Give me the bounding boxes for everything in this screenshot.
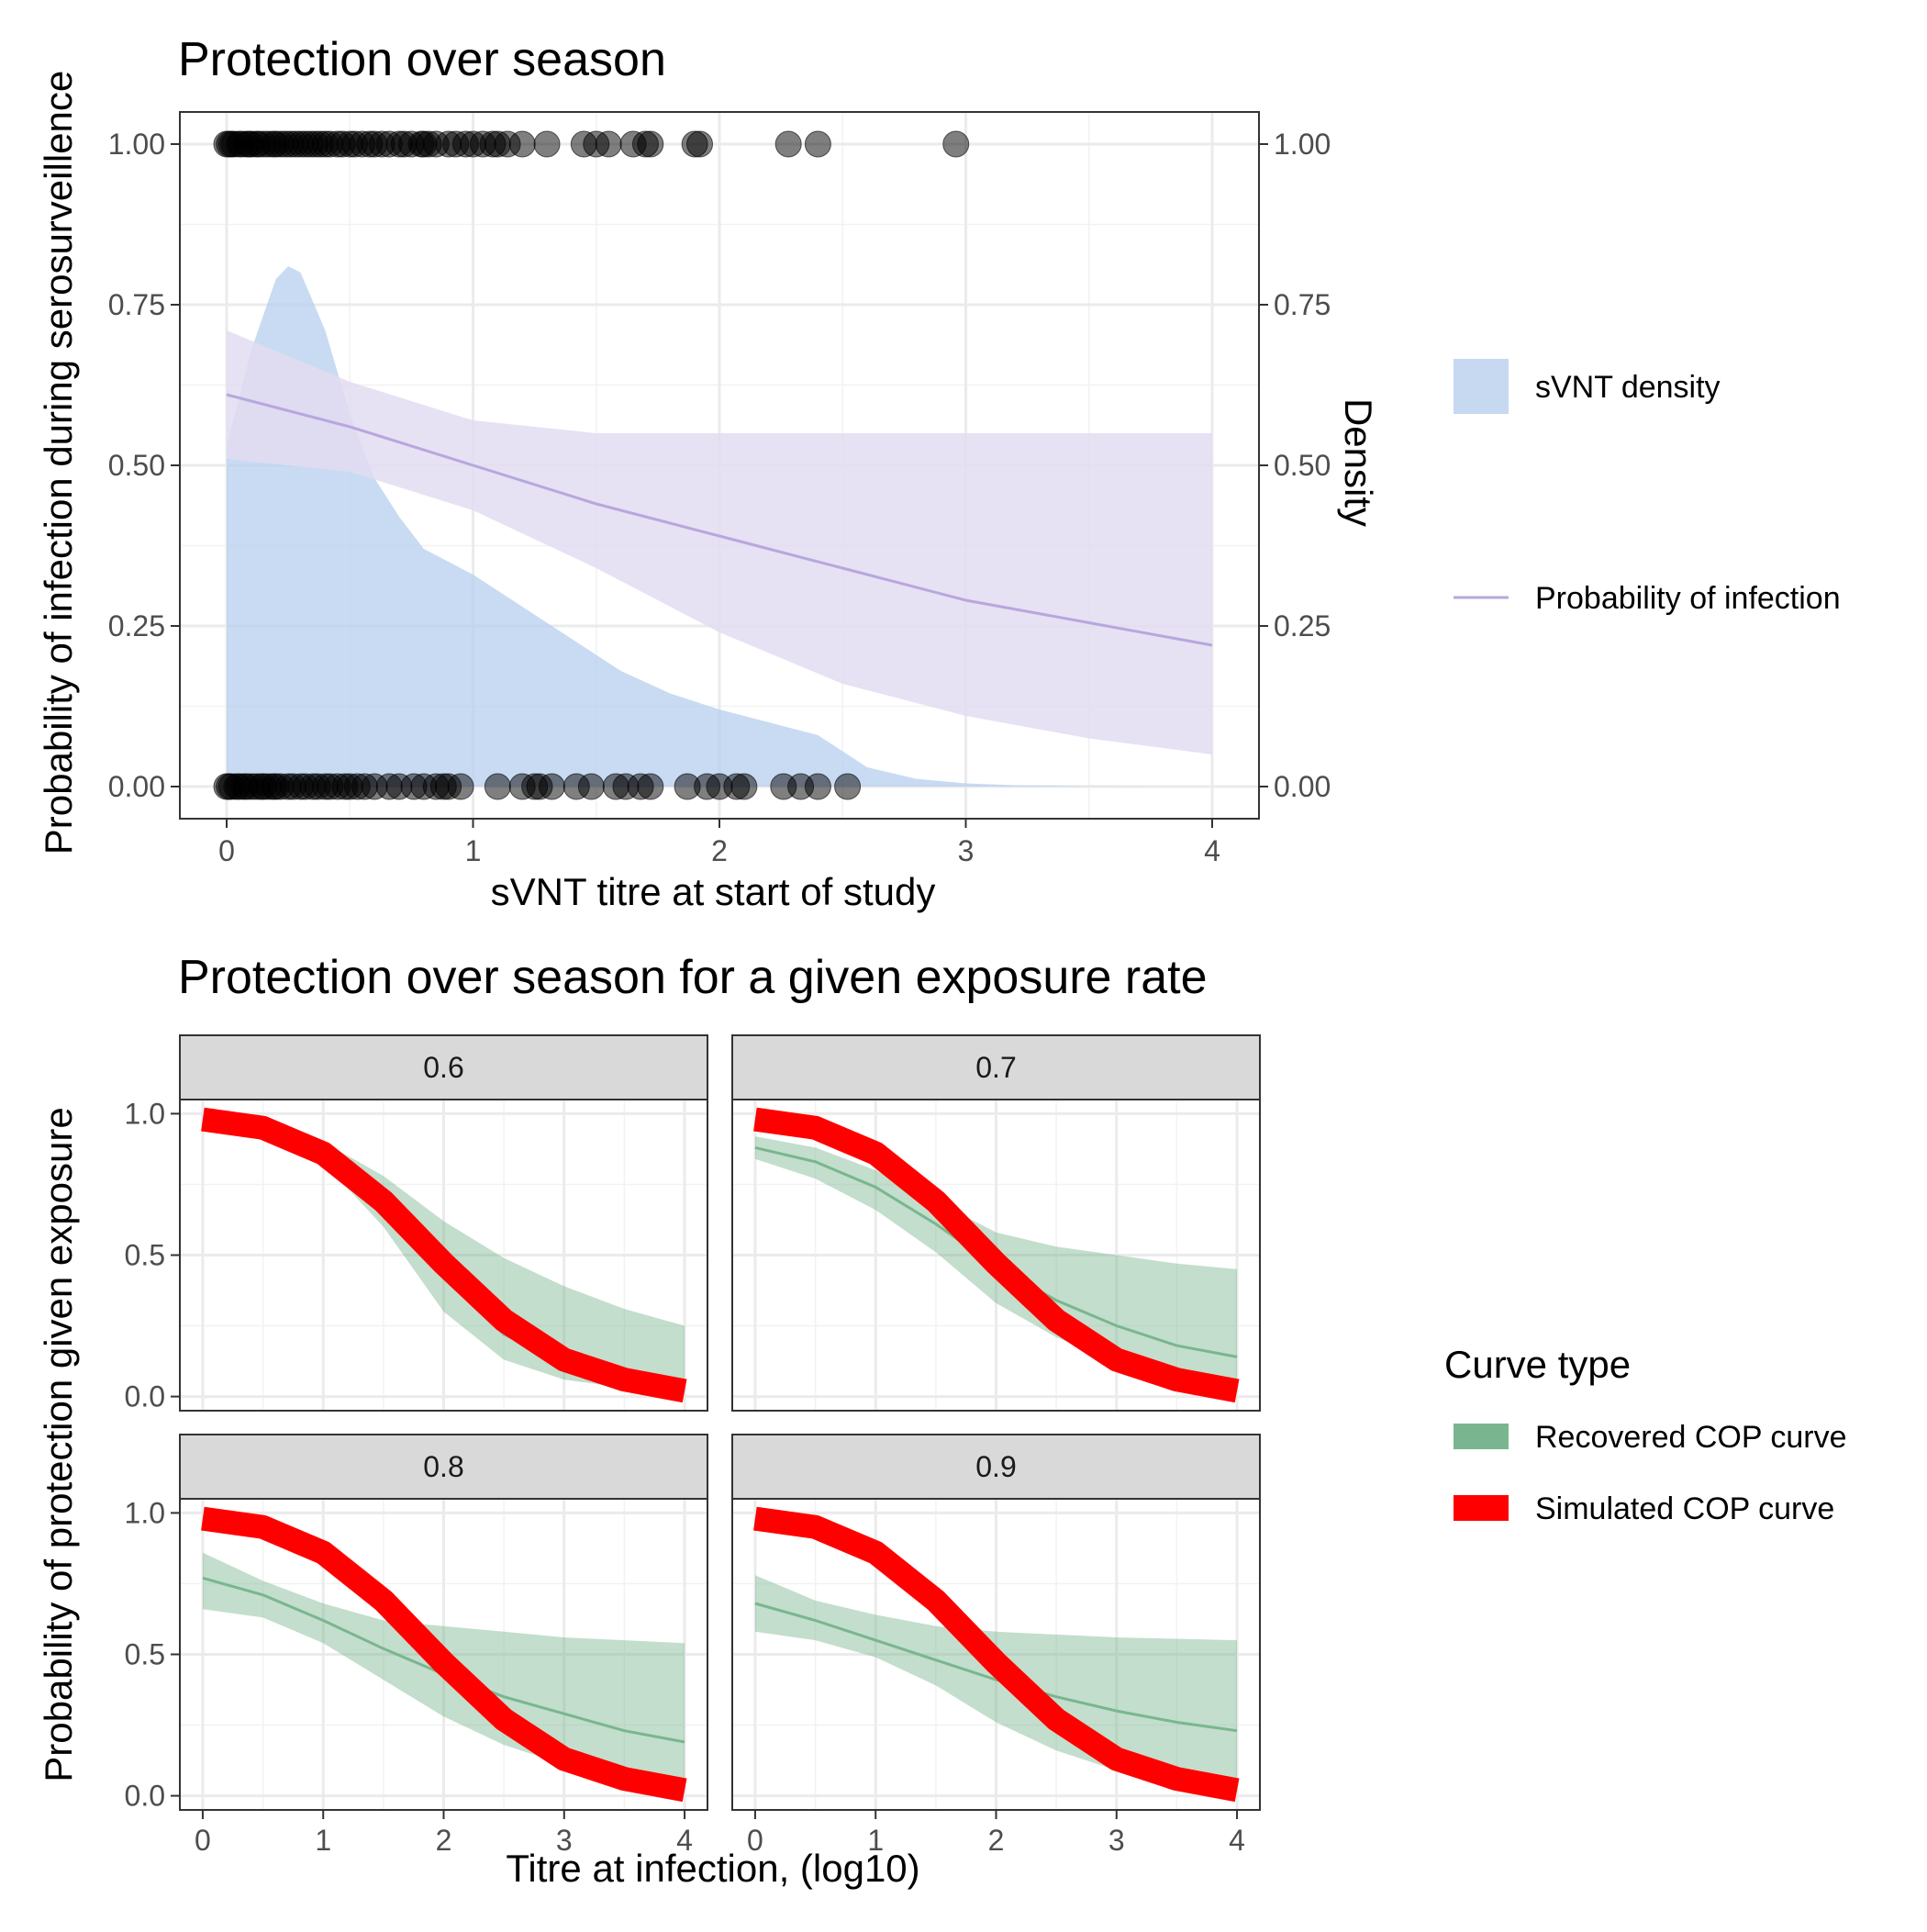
facet-strip [179, 1434, 708, 1500]
x-tick-label: 2 [988, 1824, 1005, 1857]
y-axis-ticks: 0.00 0.25 0.50 0.75 1.00 [108, 128, 180, 803]
facet-panel-0.6: 0.6 0.0 0.5 1.0 [125, 1034, 708, 1413]
x-tick-label: 4 [1229, 1824, 1245, 1857]
point-infected [533, 130, 561, 158]
probability-line-layer [226, 393, 1213, 647]
legend-label-simulated: Simulated COP curve [1535, 1491, 1834, 1526]
y-tick-label: 0.5 [125, 1638, 165, 1671]
x-tick-label: 1 [315, 1824, 331, 1857]
point-infected [774, 130, 802, 158]
point-infected [595, 130, 622, 158]
legend-swatch-recovered [1454, 1424, 1509, 1449]
x-axis-title-facets: Titre at infection, (log10) [506, 1847, 919, 1890]
y-tick-label: 1.0 [125, 1097, 165, 1130]
chart-title: Protection over season [178, 33, 666, 86]
y-tick-label: 0.5 [125, 1239, 165, 1272]
probability-line [226, 393, 1213, 647]
x-tick-label: 2 [711, 834, 728, 867]
point-infected [804, 130, 831, 158]
x-tick-label: 3 [1108, 1824, 1125, 1857]
x-tick-label: 4 [1204, 834, 1220, 867]
y-tick-label: 1.0 [125, 1496, 165, 1529]
facet-strip-label: 0.7 [975, 1051, 1016, 1084]
y2-tick-label: 0.00 [1274, 770, 1331, 803]
x-tick-label: 0 [195, 1824, 211, 1857]
density-area [227, 266, 1212, 787]
point-uninfected [730, 773, 758, 800]
facet-panel-0.9: 0.9 0 1 2 3 4 [731, 1434, 1261, 1857]
facet-strip-label: 0.8 [423, 1450, 463, 1483]
legend-swatch-simulated [1454, 1495, 1509, 1521]
y-axis-title: Probability of infection during serosurv… [37, 71, 80, 854]
point-uninfected [538, 773, 565, 800]
simulated-cop-curve [201, 1506, 687, 1803]
facet-strip [731, 1034, 1261, 1100]
legend-bottom: Curve type Recovered COP curve Simulated… [1444, 1343, 1847, 1526]
x-tick-label: 2 [436, 1824, 452, 1857]
y-tick-label: 0.0 [125, 1380, 165, 1413]
y2-tick-label: 0.25 [1274, 609, 1331, 642]
confidence-band-layer [227, 330, 1212, 754]
y-tick-label: 0.50 [108, 449, 165, 482]
point-uninfected [804, 773, 831, 800]
probability-confidence-band [227, 330, 1212, 754]
recovered-cop-curve [754, 1602, 1238, 1733]
observation-points [213, 130, 970, 800]
facet-strip-label: 0.6 [423, 1051, 463, 1084]
y-tick-label: 0.25 [108, 609, 165, 642]
legend-label-recovered: Recovered COP curve [1535, 1420, 1847, 1455]
x-axis-title: sVNT titre at start of study [491, 870, 936, 913]
facet-panel-0.8: 0.8 0.0 0.5 1.0 0 1 2 3 4 [125, 1434, 708, 1857]
legend-title: Curve type [1444, 1343, 1631, 1386]
y-tick-label: 0.75 [108, 288, 165, 321]
simulated-cop-curve [753, 1107, 1240, 1403]
facet-strip [731, 1434, 1261, 1500]
facet-strip [179, 1034, 708, 1100]
y-axis-title-facets: Probability of protection given exposure [37, 1107, 80, 1781]
point-uninfected [577, 773, 605, 800]
secondary-y-axis-title: Density [1337, 398, 1380, 527]
simulated-cop-curve [753, 1506, 1240, 1803]
legend-top: sVNT density Probability of infection [1454, 359, 1841, 616]
y2-tick-label: 0.50 [1274, 449, 1331, 482]
x-tick-label: 3 [958, 834, 975, 867]
point-infected [508, 130, 536, 158]
legend-label-density: sVNT density [1535, 370, 1721, 405]
x-tick-label: 1 [465, 834, 482, 867]
point-infected [637, 130, 664, 158]
chart-title-facets: Protection over season for a given expos… [178, 951, 1208, 1004]
y-tick-label: 0.0 [125, 1780, 165, 1813]
x-tick-label: 3 [556, 1824, 573, 1857]
y2-tick-label: 1.00 [1274, 128, 1331, 161]
x-tick-label: 4 [676, 1824, 693, 1857]
facet-panels: 0.6 0.0 0.5 1.0 0.7 0.8 0.0 0.5 1.0 0 1 2 3 4 0.9 0 1 2 3 4 [125, 1034, 1261, 1857]
x-tick-label: 1 [867, 1824, 884, 1857]
facet-strip-label: 0.9 [975, 1450, 1016, 1483]
legend-label-probability: Probability of infection [1535, 581, 1841, 616]
point-uninfected [484, 773, 511, 800]
x-tick-label: 0 [218, 834, 235, 867]
point-infected [942, 130, 970, 158]
point-infected [686, 130, 714, 158]
point-uninfected [447, 773, 474, 800]
x-tick-label: 0 [747, 1824, 763, 1857]
x-axis-ticks: 0 1 2 3 4 [218, 819, 1220, 867]
point-uninfected [834, 773, 862, 800]
density-layer [227, 266, 1212, 787]
y-tick-label: 0.00 [108, 770, 165, 803]
simulated-cop-curve [201, 1107, 687, 1403]
y-tick-label: 1.00 [108, 128, 165, 161]
secondary-y-axis-ticks: 0.00 0.25 0.50 0.75 1.00 [1259, 128, 1331, 803]
facet-panel-0.7: 0.7 [731, 1034, 1261, 1412]
recovered-confidence-band [754, 1575, 1238, 1791]
point-uninfected [637, 773, 664, 800]
facet-frame [731, 1099, 1261, 1412]
legend-swatch-density [1454, 359, 1509, 414]
y2-tick-label: 0.75 [1274, 288, 1331, 321]
